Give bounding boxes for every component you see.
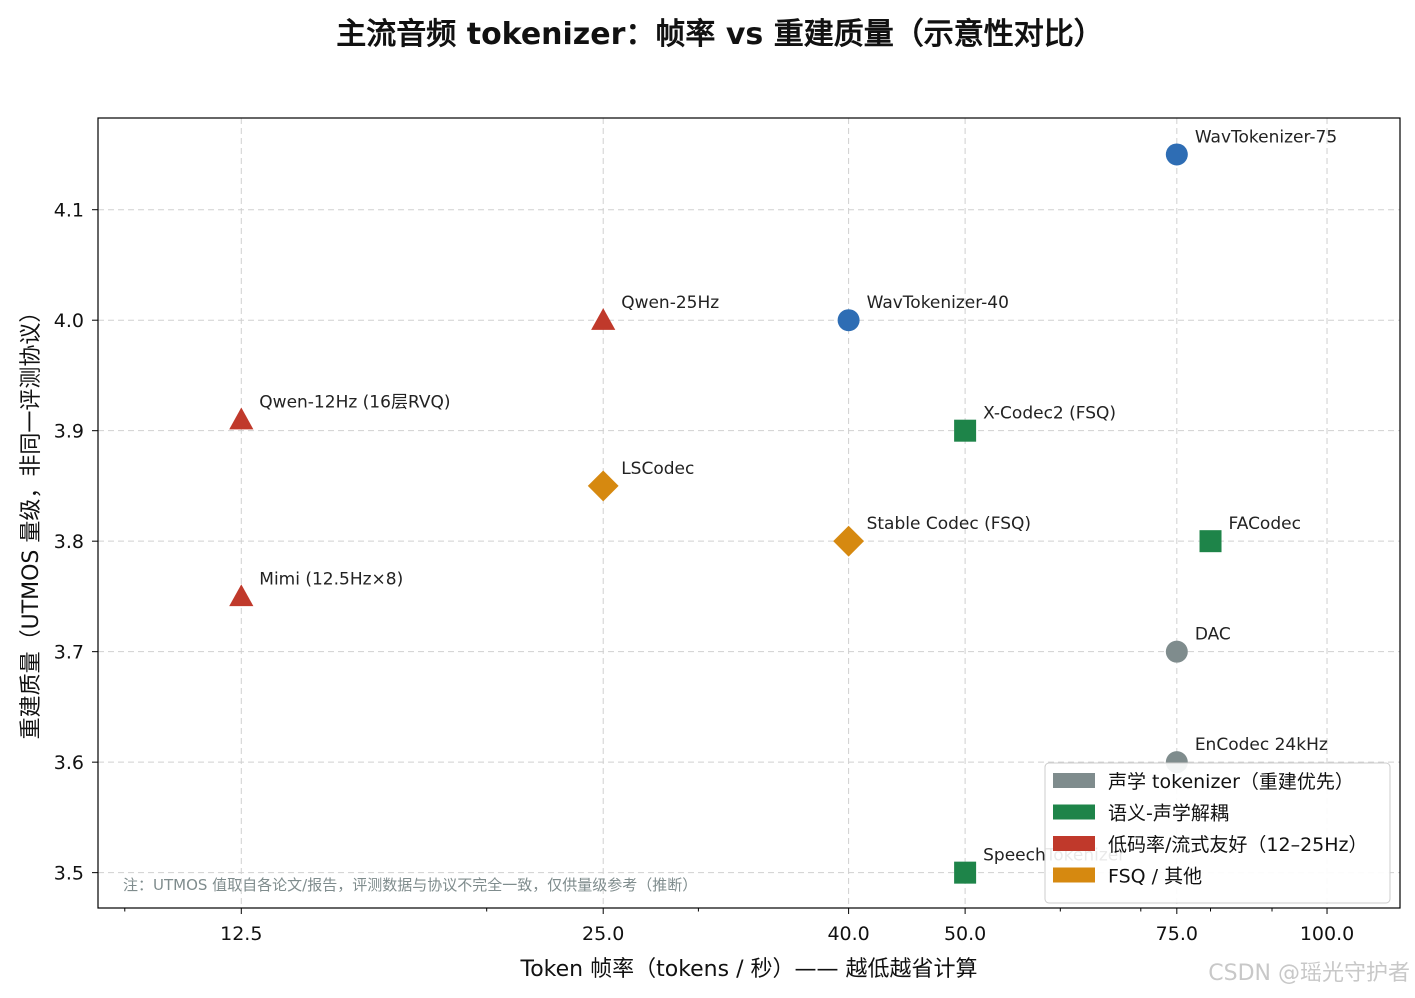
data-point-label: Stable Codec (FSQ) [867, 514, 1031, 534]
y-tick-label: 4.0 [54, 310, 84, 332]
legend-entry: 语义-声学解耦 [1108, 803, 1229, 825]
y-tick-label: 3.9 [54, 421, 84, 443]
data-point [1165, 143, 1188, 166]
legend-swatch [1053, 867, 1095, 883]
x-tick-label: 25.0 [582, 923, 624, 945]
legend-box [1044, 762, 1391, 904]
legend-entry: 低码率/流式友好（12–25Hz） [1108, 834, 1368, 856]
data-point [587, 470, 619, 502]
legend: 声学 tokenizer（重建优先） 语义-声学解耦低码率/流式友好（12–25H… [1044, 762, 1391, 904]
watermark: CSDN @瑶光守护者 [1208, 961, 1410, 986]
chart-annotation: 注：UTMOS 值取自各论文/报告，评测数据与协议不完全一致，仅供量级参考（推断… [123, 876, 697, 894]
y-axis-label: 重建质量（UTMOS 量级，非同一评测协议） [19, 301, 44, 740]
data-point-label: DAC [1195, 625, 1231, 645]
legend-swatch [1053, 804, 1095, 820]
data-point-label: X-Codec2 (FSQ) [983, 404, 1116, 424]
data-point [954, 861, 977, 884]
data-point [837, 309, 860, 332]
plot-frame [97, 117, 1401, 909]
data-point-label: FACodec [1229, 514, 1301, 534]
legend-swatch [1053, 773, 1095, 788]
data-point-label: Qwen-12Hz (16层RVQ) [259, 393, 450, 413]
data-point [591, 308, 616, 330]
y-tick-label: 4.1 [54, 200, 84, 222]
data-point-label: WavTokenizer-40 [867, 293, 1009, 313]
data-point [229, 584, 254, 607]
data-point [1165, 640, 1188, 663]
y-tick-label: 3.5 [54, 863, 84, 885]
data-point [1199, 530, 1222, 553]
x-tick-label: 100.0 [1300, 923, 1354, 945]
x-tick-label: 75.0 [1156, 923, 1198, 945]
data-point-label: WavTokenizer-75 [1195, 127, 1337, 147]
data-point-label: Qwen-25Hz [621, 293, 719, 313]
chart-title: 主流音频 tokenizer：帧率 vs 重建质量（示意性对比） [336, 17, 1103, 52]
y-tick-label: 3.6 [54, 752, 84, 774]
data-point-label: Mimi (12.5Hz×8) [259, 569, 403, 589]
data-point [229, 407, 254, 430]
legend-swatch [1053, 836, 1095, 851]
legend-entry: FSQ / 其他 [1108, 866, 1202, 888]
data-point [833, 525, 865, 557]
legend-entry: 声学 tokenizer（重建优先） [1108, 771, 1354, 793]
axes: 3.5 3.6 3.7 3.8 3.9 4.0 4.1 12.5 25.0 40.0 50.0 75.… [54, 200, 1354, 945]
y-tick-label: 3.8 [54, 531, 84, 553]
y-tick-label: 3.7 [54, 642, 84, 664]
x-tick-label: 40.0 [827, 923, 869, 945]
x-tick-label: 50.0 [944, 923, 986, 945]
data-point [954, 419, 977, 442]
data-point-label: EnCodec 24kHz [1195, 735, 1328, 755]
x-axis-label: Token 帧率（tokens / 秒）—— 越低越省计算 [520, 957, 978, 982]
x-tick-label: 12.5 [220, 923, 262, 945]
data-point-label: LSCodec [621, 459, 694, 479]
